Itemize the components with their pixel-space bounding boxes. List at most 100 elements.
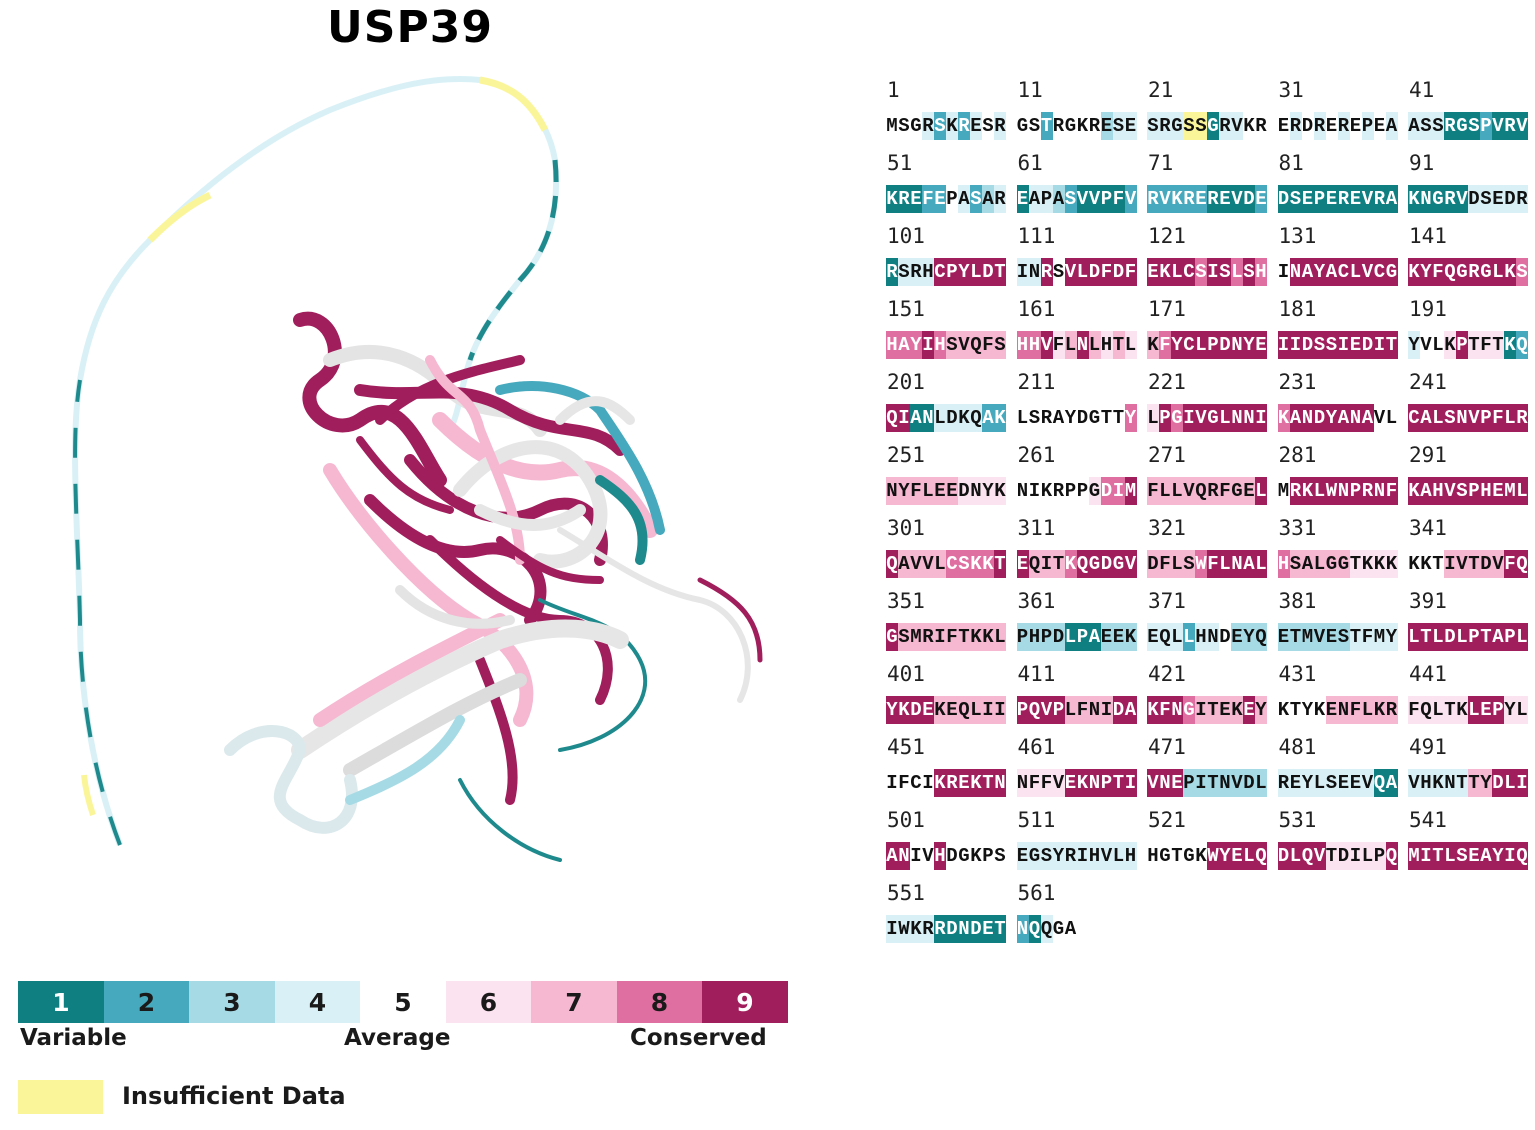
residue: S xyxy=(1456,477,1468,505)
residue: A xyxy=(1420,404,1432,432)
residue: T xyxy=(1040,112,1053,140)
residue: F xyxy=(1159,331,1171,359)
residue: Y xyxy=(1480,769,1492,797)
residue: D xyxy=(1313,404,1326,432)
residue: K xyxy=(1504,331,1516,359)
residue: I xyxy=(1373,331,1386,359)
residue: S xyxy=(1444,404,1456,432)
residue: R xyxy=(1468,258,1480,286)
scale-grade-1: 1 xyxy=(18,981,104,1023)
residue: E xyxy=(1492,185,1504,213)
residue: K xyxy=(1231,696,1243,724)
residue: L xyxy=(1289,842,1302,870)
residue: N xyxy=(1420,185,1432,213)
sequence-block: 11 G S T R G K R E S E xyxy=(1016,78,1137,144)
residue: L xyxy=(1516,623,1528,651)
residue: M xyxy=(1124,477,1137,505)
residue: Q xyxy=(1516,842,1528,870)
residue: E xyxy=(1325,623,1338,651)
residue: D xyxy=(1243,769,1255,797)
residue: P xyxy=(1159,404,1171,432)
residue: R xyxy=(1064,842,1077,870)
sequence-block: 371 E Q L L H N D E Y Q xyxy=(1147,589,1267,655)
residue: I xyxy=(922,769,934,797)
sequence-block: 21 S R G S S G R V K R xyxy=(1147,78,1267,144)
residue: S xyxy=(898,112,910,140)
residue-number: 451 xyxy=(887,735,925,759)
residue: E xyxy=(1016,842,1029,870)
residue: V xyxy=(1313,623,1326,651)
residue: I xyxy=(1207,258,1219,286)
residue: N xyxy=(1171,696,1183,724)
sequence-block: 51 K R E F E P A S A R xyxy=(886,151,1006,217)
residue: G xyxy=(1112,550,1125,578)
residue: K xyxy=(1147,331,1159,359)
sequence-block: 271 F L L V Q R F G E L xyxy=(1147,443,1267,509)
residue: T xyxy=(994,258,1006,286)
residue: I xyxy=(1028,477,1041,505)
residue: V xyxy=(1468,404,1480,432)
residue: V xyxy=(1361,769,1374,797)
residue: E xyxy=(1100,112,1113,140)
sequence-block: 31 E R D R E R E P E A xyxy=(1277,78,1398,144)
residue: E xyxy=(946,477,958,505)
residue: D xyxy=(1112,696,1125,724)
residue: D xyxy=(1076,404,1089,432)
residue: L xyxy=(1516,696,1528,724)
residue: E xyxy=(1147,258,1159,286)
sequence-block: 541 M I T L S E A Y I Q xyxy=(1408,808,1528,874)
residue: D xyxy=(1243,185,1255,213)
sequence-block: 171 K F Y C L P D N Y E xyxy=(1147,297,1267,363)
residue: H xyxy=(1255,258,1267,286)
residue: I xyxy=(1349,842,1362,870)
residue: L xyxy=(1064,331,1077,359)
residue: L xyxy=(1183,623,1195,651)
residue: F xyxy=(1112,185,1125,213)
residue: W xyxy=(1195,550,1207,578)
residue: L xyxy=(1313,769,1326,797)
residue: N xyxy=(1088,769,1101,797)
residue: R xyxy=(1040,404,1053,432)
residue: I xyxy=(1289,331,1302,359)
residue: L xyxy=(1255,550,1267,578)
sequence-block: 451 I F C I K R E K T N xyxy=(886,735,1006,801)
residue: E xyxy=(1016,185,1029,213)
residue: V xyxy=(1183,477,1195,505)
residue: T xyxy=(1100,404,1113,432)
residue: K xyxy=(970,842,982,870)
residue-number: 441 xyxy=(1409,662,1447,686)
residue: T xyxy=(1349,550,1362,578)
residue: S xyxy=(1468,112,1480,140)
residue: R xyxy=(1040,258,1053,286)
residue: P xyxy=(1040,623,1053,651)
core-domain xyxy=(224,311,763,862)
residue: R xyxy=(922,915,934,943)
residue-number: 11 xyxy=(1017,78,1043,102)
residue: M xyxy=(1408,842,1420,870)
residue: V xyxy=(1373,404,1386,432)
residue: E xyxy=(1325,185,1338,213)
sequence-block: 281 M R K L W N P R N F xyxy=(1277,443,1398,509)
residue: S xyxy=(1183,550,1195,578)
residue: N xyxy=(1207,623,1219,651)
residue: K xyxy=(1124,623,1137,651)
residue: T xyxy=(1480,623,1492,651)
residue: V xyxy=(1147,769,1159,797)
residue: R xyxy=(1088,112,1101,140)
residue: N xyxy=(1456,404,1468,432)
residue: F xyxy=(1504,550,1516,578)
residue: R xyxy=(1313,112,1326,140)
residue: K xyxy=(1277,404,1290,432)
scale-grade-5: 5 xyxy=(360,981,446,1023)
residue: S xyxy=(934,112,946,140)
residue-number: 301 xyxy=(887,516,925,540)
